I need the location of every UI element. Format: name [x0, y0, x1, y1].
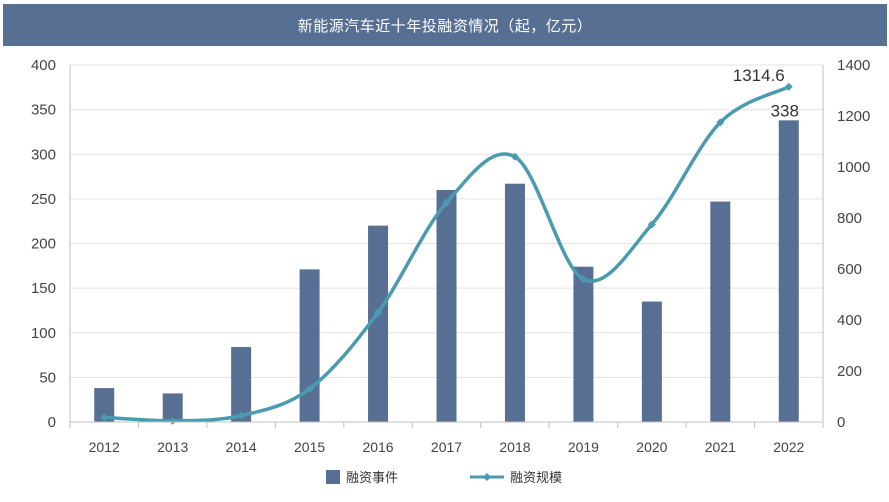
y-right-tick-label: 1200 [837, 108, 870, 125]
y-left-tick-label: 150 [31, 280, 56, 297]
y-left-tick-label: 400 [31, 57, 56, 74]
line-point [168, 416, 177, 425]
x-tick-label: 2017 [431, 439, 462, 455]
x-tick-label: 2014 [226, 439, 257, 455]
x-tick-label: 2016 [362, 439, 393, 455]
line-point [716, 118, 725, 127]
y-left-tick-label: 250 [31, 191, 56, 208]
line-point [579, 275, 588, 284]
y-left-tick-label: 50 [39, 369, 56, 386]
bar-series [94, 120, 799, 423]
legend-line-label: 融资规模 [510, 471, 562, 486]
line-series [100, 82, 793, 425]
x-tick-label: 2015 [294, 439, 325, 455]
y-right-tick-label: 400 [837, 312, 862, 329]
y-left-tick-label: 200 [31, 236, 56, 253]
y-left-tick-label: 100 [31, 325, 56, 342]
bar [641, 301, 662, 422]
line-point [442, 198, 451, 207]
x-tick-label: 2020 [636, 439, 667, 455]
y-right-tick-label: 200 [837, 363, 862, 380]
line-point [237, 411, 246, 420]
line-point [510, 152, 519, 161]
data-label-bar: 338 [771, 101, 799, 120]
line-point [100, 413, 109, 422]
data-labels: 1314.6 338 [733, 66, 799, 121]
x-tick-label: 2012 [89, 439, 120, 455]
legend-bar-label: 融资事件 [346, 471, 398, 486]
bar [162, 393, 183, 422]
y-left-tick-label: 300 [31, 146, 56, 163]
bar [504, 183, 525, 422]
legend-bar-swatch [326, 470, 340, 484]
y-right-tick-label: 1000 [837, 159, 870, 176]
y-left-tick-label: 350 [31, 102, 56, 119]
bar [573, 266, 594, 422]
y-right-tick-label: 1400 [837, 57, 870, 74]
y-right-tick-label: 600 [837, 261, 862, 278]
bar [436, 189, 457, 422]
bar [231, 347, 252, 422]
bar [94, 388, 115, 422]
data-label-line: 1314.6 [733, 66, 785, 85]
axes: 0 50 100 150 200 250 300 350 400 0 200 400 600 800 100… [31, 57, 870, 455]
x-tick-label: 2021 [705, 439, 736, 455]
y-right-tick-label: 800 [837, 210, 862, 227]
bar [778, 120, 799, 423]
legend: 融资事件 融资规模 [326, 470, 562, 486]
bar [368, 225, 389, 422]
bar [299, 269, 320, 422]
line-point [305, 384, 314, 393]
chart-title: 新能源汽车近十年投融资情况（起，亿元） [3, 4, 887, 46]
legend-line-marker [483, 473, 491, 481]
x-tick-label: 2022 [773, 439, 804, 455]
bar [710, 201, 731, 422]
x-tick-label: 2018 [499, 439, 530, 455]
line-point [784, 82, 793, 91]
x-tick-label: 2013 [157, 439, 188, 455]
line-point [374, 308, 383, 317]
line-point [647, 220, 656, 229]
y-left-tick-label: 0 [48, 414, 56, 431]
y-right-tick-label: 0 [837, 414, 845, 431]
x-tick-label: 2019 [568, 439, 599, 455]
